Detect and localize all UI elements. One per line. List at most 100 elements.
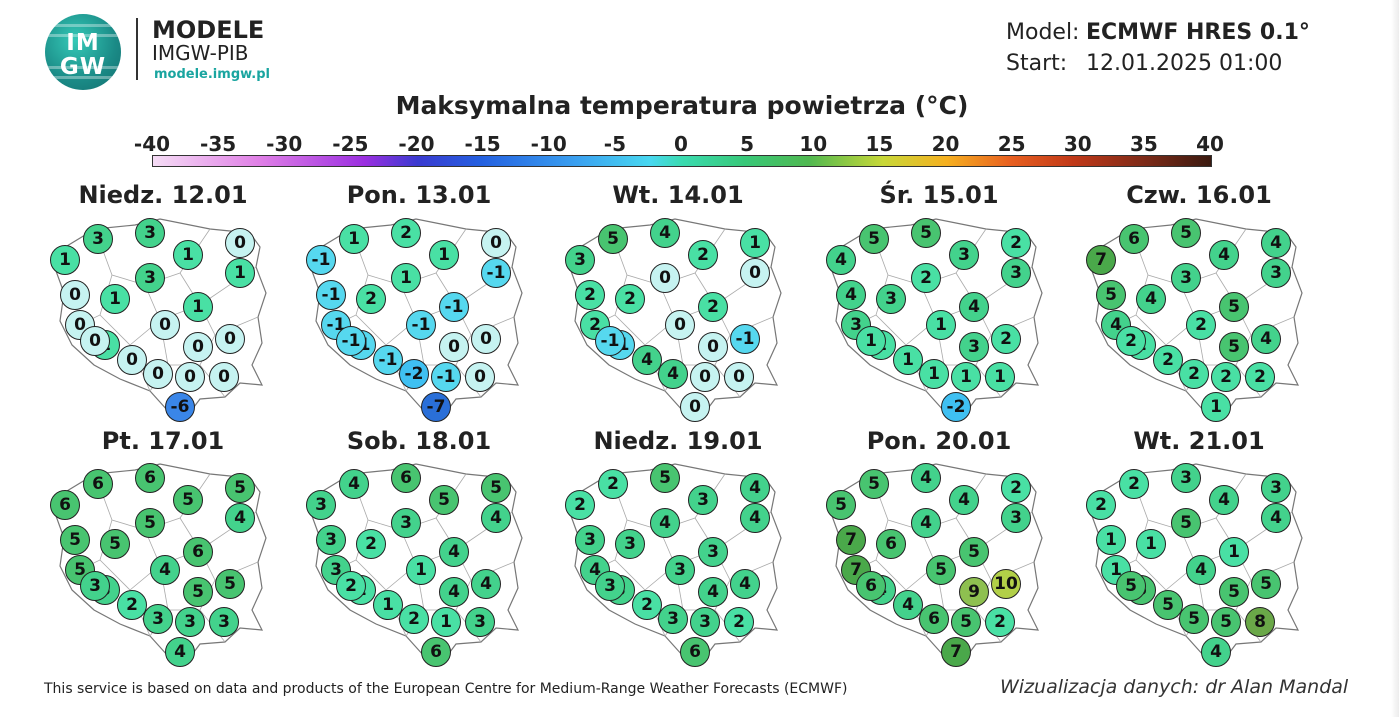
temperature-marker: 5 <box>135 508 165 538</box>
temperature-marker: 1 <box>431 607 461 637</box>
temperature-marker: 4 <box>165 637 195 667</box>
temperature-marker: 0 <box>225 228 255 258</box>
temperature-marker: 5 <box>1179 604 1209 634</box>
colorbar-tick: -25 <box>332 132 369 156</box>
temperature-marker: 1 <box>373 590 403 620</box>
temperature-marker: -2 <box>941 392 971 422</box>
day-title: Śr. 15.01 <box>879 181 999 209</box>
temperature-marker: 3 <box>658 604 688 634</box>
temperature-marker: 4 <box>826 245 856 275</box>
day-title: Sob. 18.01 <box>346 427 492 455</box>
temperature-marker: 2 <box>615 284 645 314</box>
region-border <box>1135 284 1197 346</box>
temperature-marker: 4 <box>439 537 469 567</box>
temperature-marker: 3 <box>665 555 695 585</box>
temperature-marker: 2 <box>632 590 662 620</box>
temperature-marker: 0 <box>680 392 710 422</box>
temperature-marker: 1 <box>429 240 459 270</box>
brand-name: MODELE <box>152 16 265 44</box>
region-border <box>1135 529 1197 591</box>
temperature-marker: 5 <box>911 218 941 248</box>
poland-map: 223434111514655555854 <box>1086 460 1326 667</box>
temperature-marker: 5 <box>926 555 956 585</box>
colorbar-tick: -20 <box>398 132 435 156</box>
temperature-marker: 0 <box>175 362 205 392</box>
temperature-marker: 6 <box>50 490 80 520</box>
temperature-marker: 3 <box>135 263 165 293</box>
temperature-marker: 4 <box>893 590 923 620</box>
day-title: Pon. 20.01 <box>866 427 1012 455</box>
temperature-marker: 4 <box>1186 555 1216 585</box>
temperature-marker: 2 <box>991 324 1021 354</box>
temperature-marker: 7 <box>836 525 866 555</box>
temperature-marker: 0 <box>665 310 695 340</box>
colorbar-tick: 5 <box>740 132 755 156</box>
temperature-marker: -1 <box>406 310 436 340</box>
temperature-marker: 3 <box>209 607 239 637</box>
temperature-marker: 4 <box>1261 503 1291 533</box>
temperature-marker: 5 <box>650 463 680 493</box>
temperature-marker: -6 <box>165 392 195 422</box>
model-value: ECMWF HRES 0.1° <box>1086 20 1310 45</box>
temperature-marker: 1 <box>339 224 369 254</box>
temperature-marker: -7 <box>421 392 451 422</box>
colorbar-tick: 20 <box>931 132 960 156</box>
temperature-marker: 0 <box>143 359 173 389</box>
temperature-marker: 4 <box>836 280 866 310</box>
temperature-marker: 2 <box>1001 228 1031 258</box>
temperature-marker: 3 <box>316 525 346 555</box>
temperature-marker: 1 <box>1201 392 1231 422</box>
temperature-marker: 8 <box>1245 607 1275 637</box>
temperature-marker: 6 <box>183 537 213 567</box>
temperature-marker: 0 <box>465 362 495 392</box>
temperature-marker: 4 <box>740 503 770 533</box>
temperature-marker: 3 <box>1001 258 1031 288</box>
temperature-marker: 3 <box>1171 463 1201 493</box>
temperature-marker: 4 <box>150 555 180 585</box>
brand-url-link[interactable]: modele.imgw.pl <box>154 67 270 82</box>
temperature-marker: 2 <box>985 607 1015 637</box>
temperature-marker: 3 <box>615 529 645 559</box>
temperature-marker: 2 <box>565 490 595 520</box>
colorbar-tick: -10 <box>530 132 567 156</box>
temperature-marker: 4 <box>658 359 688 389</box>
temperature-marker: 3 <box>876 284 906 314</box>
colorbar-tick: -15 <box>464 132 501 156</box>
temperature-marker: 3 <box>959 332 989 362</box>
temperature-marker: 5 <box>100 529 130 559</box>
poland-map: 666554556554355233334 <box>50 460 290 667</box>
colorbar-tick: 10 <box>799 132 828 156</box>
poland-map: 346554324331244121326 <box>306 460 546 667</box>
temperature-marker: 3 <box>1171 263 1201 293</box>
temperature-marker: 3 <box>1261 258 1291 288</box>
day-title: Wt. 21.01 <box>1133 427 1265 455</box>
temperature-marker: 1 <box>173 240 203 270</box>
region-border <box>614 284 676 346</box>
temperature-marker: 4 <box>339 469 369 499</box>
temperature-marker: 0 <box>698 332 728 362</box>
start-info: Start: 12.01.2025 01:00 <box>1006 51 1282 76</box>
temperature-marker: 3 <box>175 607 205 637</box>
temperature-marker: 5 <box>859 224 889 254</box>
start-value: 12.01.2025 01:00 <box>1086 51 1283 76</box>
day-title: Wt. 14.01 <box>612 181 744 209</box>
temperature-marker: -1 <box>481 258 511 288</box>
poland-map: 5544237654754910465267 <box>826 460 1066 667</box>
temperature-marker: 7 <box>941 637 971 667</box>
temperature-marker: 6 <box>421 637 451 667</box>
region-border <box>99 529 161 591</box>
region-border <box>614 529 676 591</box>
temperature-marker: 1 <box>856 326 886 356</box>
temperature-marker: 4 <box>225 503 255 533</box>
temperature-marker: 2 <box>1119 469 1149 499</box>
temperature-marker: 5 <box>1171 218 1201 248</box>
temperature-marker: 4 <box>698 577 728 607</box>
model-label: Model: <box>1006 20 1080 45</box>
temperature-marker: 0 <box>740 258 770 288</box>
temperature-marker: 5 <box>481 473 511 503</box>
temperature-marker: 5 <box>1153 590 1183 620</box>
colorbar-tick: 35 <box>1129 132 1158 156</box>
temperature-marker: 5 <box>1096 280 1126 310</box>
temperature-marker: 5 <box>1219 332 1249 362</box>
temperature-marker: 2 <box>117 590 147 620</box>
